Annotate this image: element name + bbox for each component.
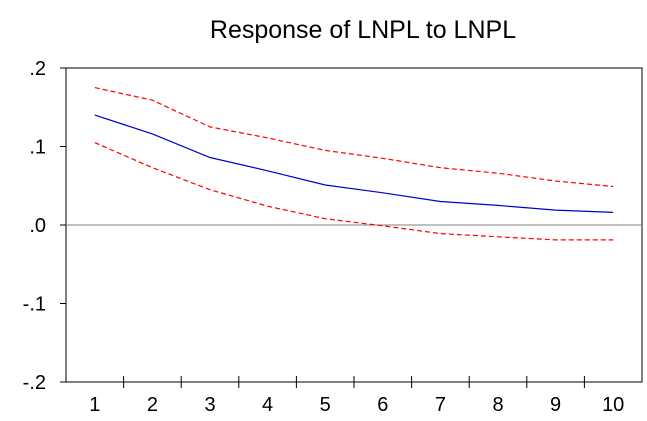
- y-axis: .2 .1 .0 -.1 -.2: [23, 58, 66, 394]
- y-tick-label: -.1: [23, 294, 46, 316]
- x-tick-label: 7: [435, 394, 446, 416]
- y-tick-label: .1: [29, 137, 46, 159]
- x-tick-label: 2: [147, 394, 158, 416]
- x-tick-label: 3: [204, 394, 215, 416]
- x-tick-label: 9: [550, 394, 561, 416]
- chart-title: Response of LNPL to LNPL: [210, 16, 516, 44]
- y-tick-label: .0: [29, 215, 46, 237]
- series-line-upper: [94, 87, 614, 188]
- y-tick-label: .2: [29, 58, 46, 80]
- x-tick-label: 4: [262, 394, 273, 416]
- x-tick-label: 1: [89, 394, 100, 416]
- series-line-response: [94, 114, 614, 213]
- x-tick-label: 5: [320, 394, 331, 416]
- series-line-lower: [94, 142, 614, 241]
- x-tick-label: 6: [377, 394, 388, 416]
- y-tick-label: -.2: [23, 372, 46, 394]
- series-layer: [94, 87, 614, 241]
- x-axis: 1 2 3 4 5 6 7 8 9 10: [89, 376, 624, 416]
- x-tick-label: 8: [492, 394, 503, 416]
- x-tick-label: 10: [602, 394, 624, 416]
